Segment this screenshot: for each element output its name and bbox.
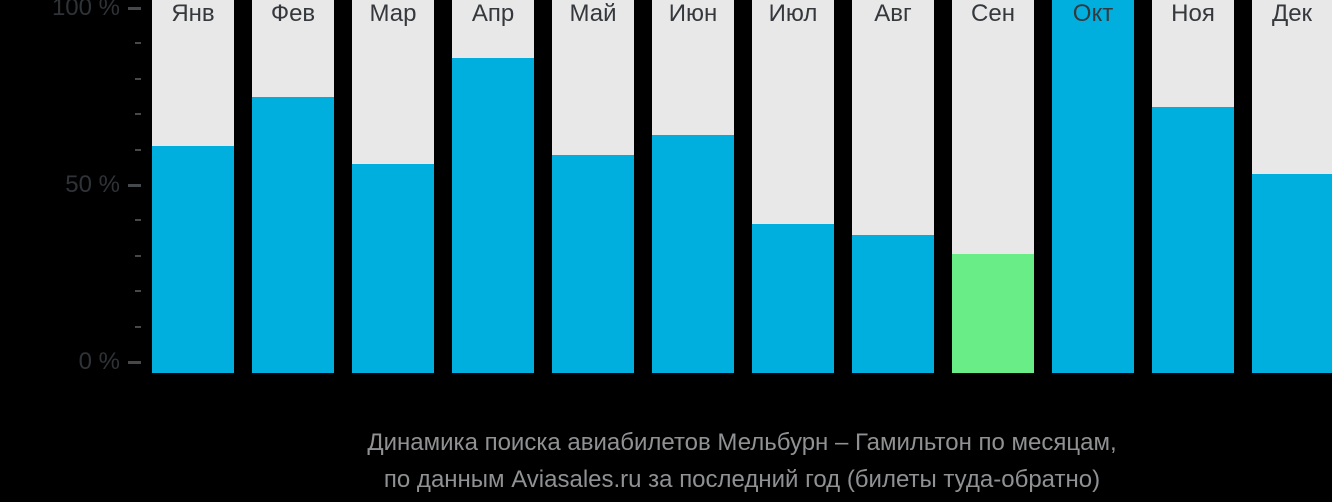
- x-axis-label: Апр: [471, 0, 515, 27]
- bar-track: [152, 0, 234, 373]
- bar: [1052, 0, 1134, 373]
- bar-track: [952, 0, 1034, 373]
- bar-track: [1052, 0, 1134, 373]
- bar: [452, 57, 534, 373]
- bar: [552, 154, 634, 373]
- x-axis-label: Июн: [668, 0, 718, 27]
- chart-title-line-2: по данным Aviasales.ru за последний год …: [383, 466, 1101, 493]
- bar-track: [1252, 0, 1332, 373]
- x-axis-label: Мар: [369, 0, 417, 27]
- y-axis-tick-minor: [135, 255, 141, 257]
- x-axis-label: Май: [569, 0, 617, 27]
- x-axis-label: Ноя: [1171, 0, 1215, 27]
- x-axis-label: Авг: [874, 0, 912, 27]
- bar: [152, 146, 234, 373]
- y-axis-tick-minor: [135, 42, 141, 44]
- y-axis-tick-minor: [135, 78, 141, 80]
- x-axis-label: Сен: [971, 0, 1015, 27]
- bar-track: [352, 0, 434, 373]
- bar: [1152, 107, 1234, 373]
- y-axis-tick-minor: [135, 326, 141, 328]
- x-axis-label: Фев: [270, 0, 316, 27]
- y-axis-label: 0 %: [78, 348, 120, 375]
- bar: [252, 96, 334, 373]
- x-axis-label: Янв: [171, 0, 215, 27]
- x-axis-label: Дек: [1271, 0, 1313, 27]
- bar-track: [852, 0, 934, 373]
- y-axis-label: 50 %: [65, 171, 120, 198]
- y-axis-label: 100 %: [51, 0, 120, 21]
- bar: [1252, 174, 1332, 373]
- bar: [652, 135, 734, 373]
- bar-track: [752, 0, 834, 373]
- y-axis-tick-minor: [135, 219, 141, 221]
- chart-title-line-1: Динамика поиска авиабилетов Мельбурн – Г…: [367, 429, 1117, 456]
- y-axis-tick-minor: [135, 113, 141, 115]
- y-axis-tick-major: [128, 7, 141, 10]
- x-axis-label: Июл: [768, 0, 818, 27]
- y-axis-tick-major: [128, 184, 141, 187]
- bar-track: [1152, 0, 1234, 373]
- y-axis-tick-major: [128, 361, 141, 364]
- bar-track: [552, 0, 634, 373]
- bar-highlighted: [952, 254, 1034, 373]
- y-axis-tick-minor: [135, 149, 141, 151]
- bar: [752, 223, 834, 373]
- x-axis-label: Окт: [1072, 0, 1114, 27]
- bar-track: [652, 0, 734, 373]
- y-axis-tick-minor: [135, 290, 141, 292]
- bar-track: [252, 0, 334, 373]
- bar-track: [452, 0, 534, 373]
- bar: [352, 163, 434, 373]
- bar: [852, 234, 934, 373]
